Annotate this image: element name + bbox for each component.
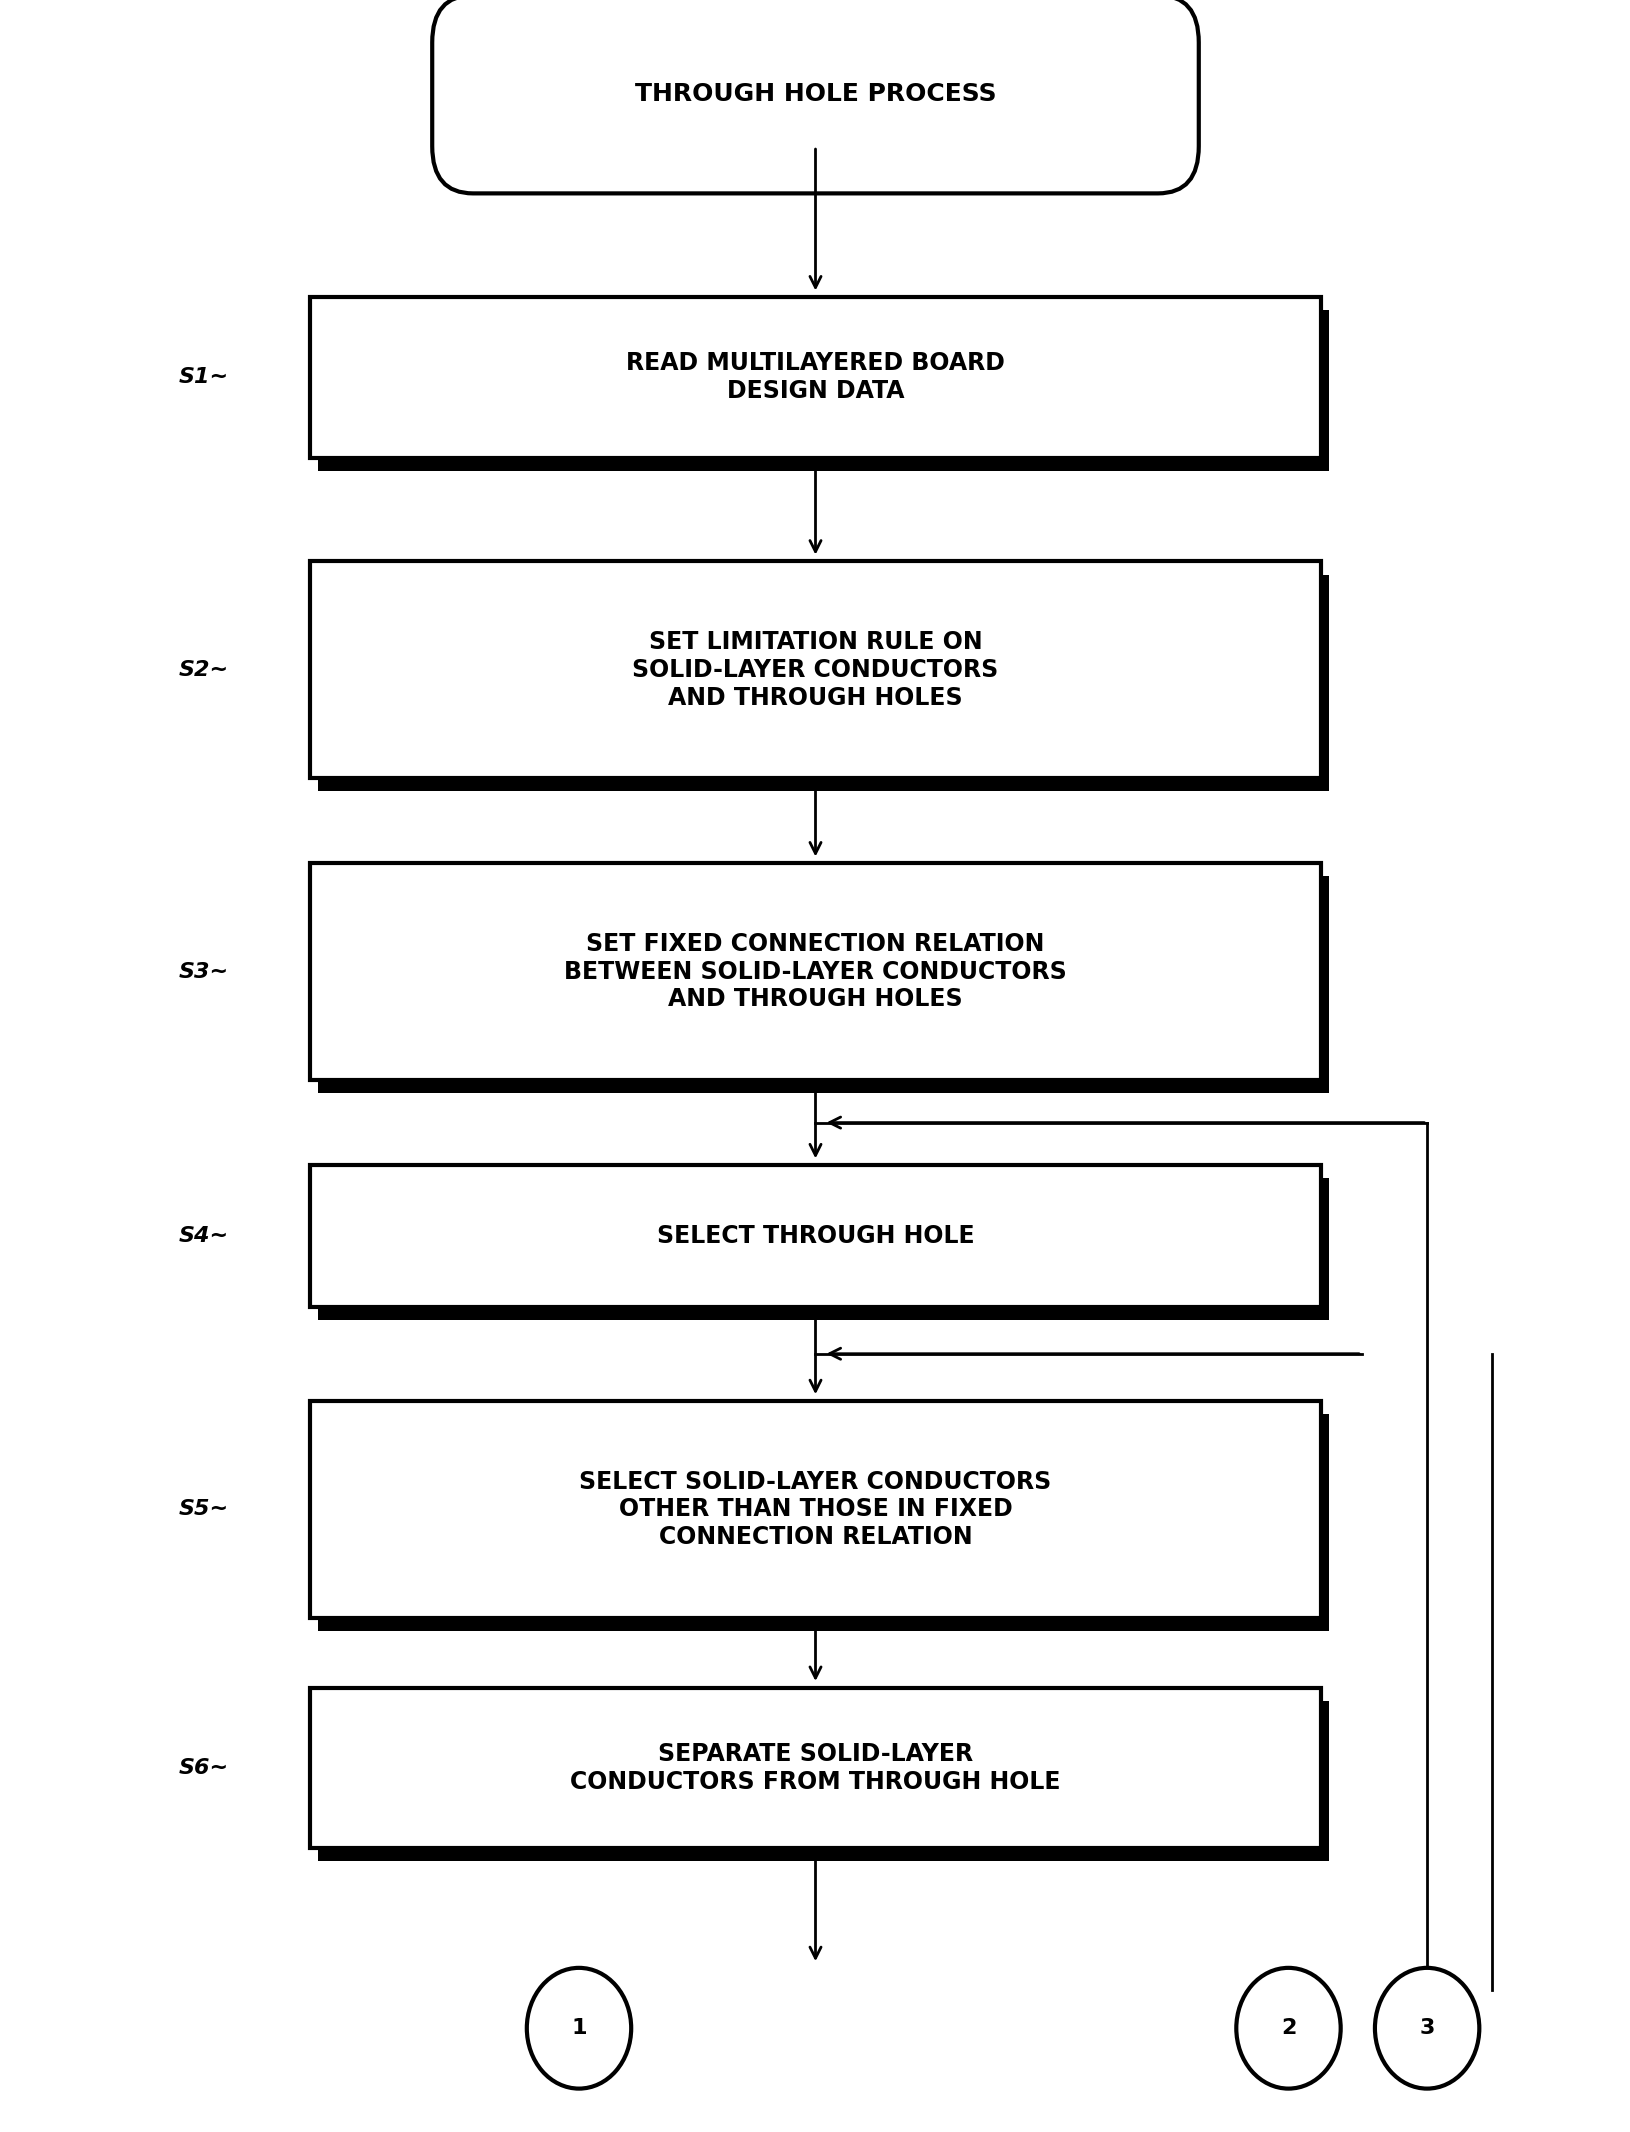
Text: 2: 2 xyxy=(1280,2019,1296,2038)
Text: THROUGH HOLE PROCESS: THROUGH HOLE PROCESS xyxy=(634,83,996,107)
Text: S3~: S3~ xyxy=(179,962,228,981)
Text: S6~: S6~ xyxy=(179,1759,228,1778)
FancyBboxPatch shape xyxy=(318,1414,1328,1631)
Text: 1: 1 xyxy=(570,2019,587,2038)
FancyBboxPatch shape xyxy=(432,0,1198,194)
Text: S2~: S2~ xyxy=(179,659,228,680)
FancyBboxPatch shape xyxy=(310,1164,1320,1307)
FancyBboxPatch shape xyxy=(318,311,1328,471)
Text: SET LIMITATION RULE ON
SOLID-LAYER CONDUCTORS
AND THROUGH HOLES: SET LIMITATION RULE ON SOLID-LAYER CONDU… xyxy=(632,629,998,710)
Text: READ MULTILAYERED BOARD
DESIGN DATA: READ MULTILAYERED BOARD DESIGN DATA xyxy=(626,352,1004,403)
Text: S4~: S4~ xyxy=(179,1226,228,1245)
Text: SEPARATE SOLID-LAYER
CONDUCTORS FROM THROUGH HOLE: SEPARATE SOLID-LAYER CONDUCTORS FROM THR… xyxy=(570,1742,1060,1793)
Text: S1~: S1~ xyxy=(179,367,228,388)
FancyBboxPatch shape xyxy=(310,296,1320,458)
FancyBboxPatch shape xyxy=(310,1689,1320,1848)
Text: SET FIXED CONNECTION RELATION
BETWEEN SOLID-LAYER CONDUCTORS
AND THROUGH HOLES: SET FIXED CONNECTION RELATION BETWEEN SO… xyxy=(564,932,1066,1011)
FancyBboxPatch shape xyxy=(310,863,1320,1081)
Circle shape xyxy=(1236,1968,1340,2089)
FancyBboxPatch shape xyxy=(318,1701,1328,1861)
Circle shape xyxy=(526,1968,631,2089)
FancyBboxPatch shape xyxy=(310,1401,1320,1618)
FancyBboxPatch shape xyxy=(310,561,1320,778)
Circle shape xyxy=(1374,1968,1478,2089)
Text: 3: 3 xyxy=(1418,2019,1434,2038)
FancyBboxPatch shape xyxy=(318,574,1328,791)
Text: SELECT SOLID-LAYER CONDUCTORS
OTHER THAN THOSE IN FIXED
CONNECTION RELATION: SELECT SOLID-LAYER CONDUCTORS OTHER THAN… xyxy=(579,1469,1051,1550)
Text: S5~: S5~ xyxy=(179,1499,228,1520)
FancyBboxPatch shape xyxy=(318,1179,1328,1320)
Text: SELECT THROUGH HOLE: SELECT THROUGH HOLE xyxy=(657,1224,973,1247)
FancyBboxPatch shape xyxy=(318,876,1328,1094)
